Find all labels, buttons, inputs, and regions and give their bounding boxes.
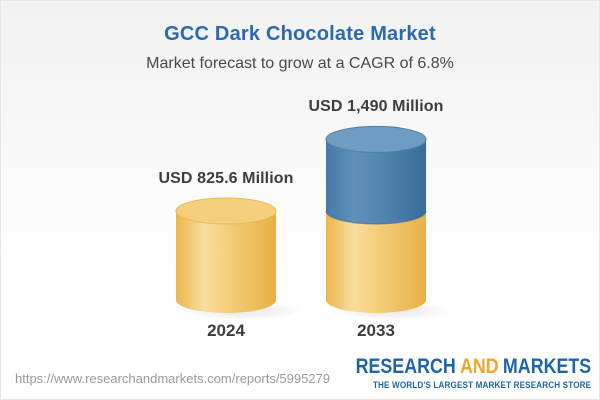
bar-year-label-2033: 2033	[357, 321, 395, 340]
report-url[interactable]: https://www.researchandmarkets.com/repor…	[15, 371, 331, 386]
logo-word-research: RESEARCH	[355, 354, 456, 378]
bar-value-label-2024: USD 825.6 Million	[158, 170, 294, 187]
logo-research-and-markets: RESEARCH AND MARKETS THE WORLD'S LARGEST M…	[314, 354, 591, 391]
chart-header: GCC Dark Chocolate Market Market forecas…	[1, 23, 599, 73]
logo-word-markets: MARKETS	[502, 354, 591, 378]
chart-title: GCC Dark Chocolate Market	[164, 23, 436, 45]
logo-word-and: AND	[459, 354, 499, 378]
logo-tagline: THE WORLD'S LARGEST MARKET RESEARCH STOR…	[372, 380, 591, 391]
bar-year-label-2024: 2024	[207, 321, 245, 340]
logo-wordmark: RESEARCH AND MARKETS	[355, 354, 591, 378]
bar-value-label-2033: USD 1,490 Million	[308, 98, 444, 116]
chart-subtitle: Market forecast to grow at a CAGR of 6.8…	[146, 55, 454, 72]
